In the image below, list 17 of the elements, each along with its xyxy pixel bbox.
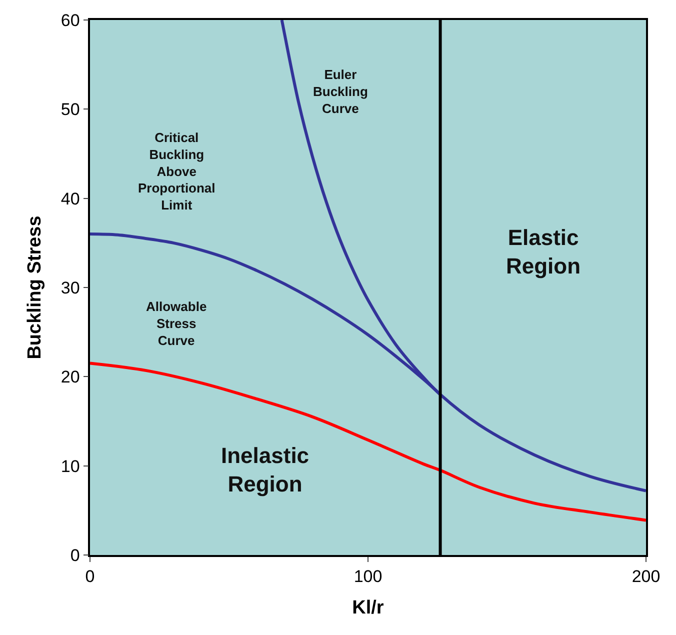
- x-tick-label: 100: [354, 567, 382, 586]
- y-tick-label: 10: [60, 456, 80, 476]
- y-tick-label: 60: [60, 10, 80, 30]
- y-tick-label: 0: [70, 546, 80, 565]
- x-tick-label: 0: [85, 567, 95, 586]
- y-tick-label: 20: [60, 368, 80, 387]
- x-axis-title: Kl/r: [352, 597, 384, 618]
- annotation: Critical Buckling Above Proportional Limit: [138, 130, 216, 213]
- annotation: Inelastic Region: [221, 443, 310, 497]
- y-tick-label: 50: [60, 100, 80, 120]
- annotation: Allowable Stress Curve: [146, 299, 207, 348]
- y-tick-label: 40: [60, 189, 80, 208]
- x-tick-label: 200: [632, 567, 660, 586]
- annotation: Elastic Region: [506, 225, 581, 279]
- annotation: Euler Buckling Curve: [313, 67, 368, 116]
- y-axis-title: Buckling Stress: [24, 216, 46, 360]
- y-tick-label: 30: [60, 278, 80, 298]
